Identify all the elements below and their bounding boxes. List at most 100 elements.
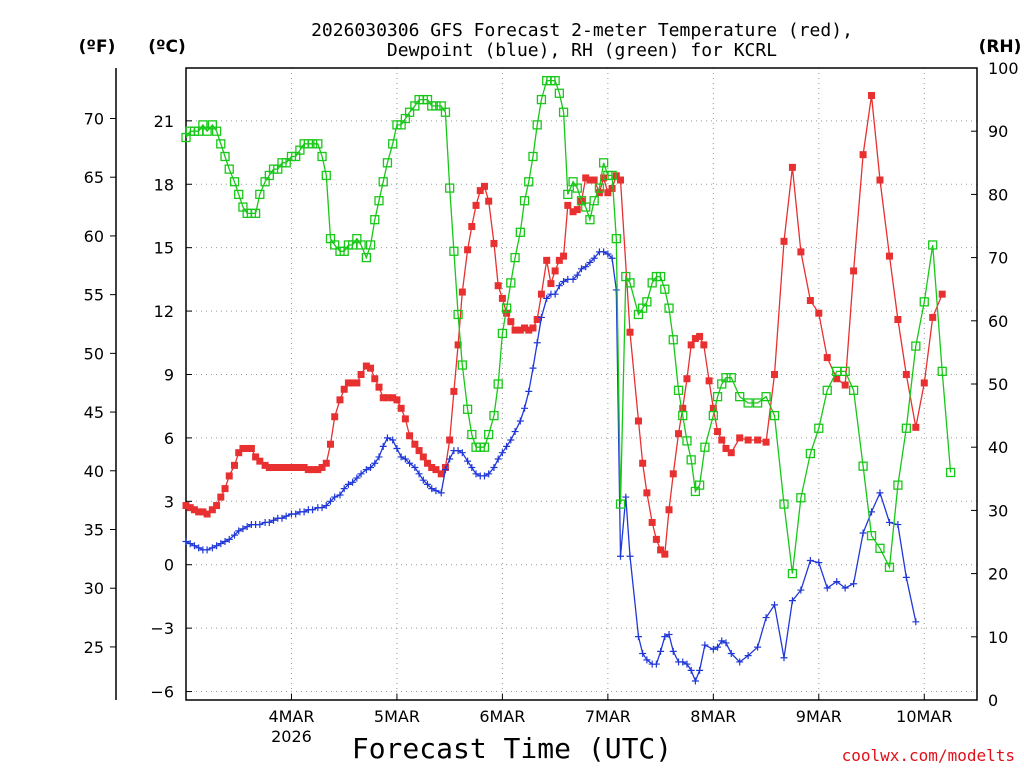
2-meter-temperature-point [634, 417, 642, 425]
2-meter-temperature-point [336, 396, 344, 404]
rh-point [581, 202, 591, 212]
rh-point [668, 335, 678, 345]
dewpoint-point [876, 489, 884, 497]
fahrenheit-tick-label: 35 [84, 520, 104, 539]
dewpoint-point [195, 544, 203, 552]
2-meter-temperature-point [265, 463, 273, 471]
rh-point [761, 391, 771, 402]
rh-point [536, 94, 547, 105]
fahrenheit-tick-label: 50 [84, 344, 104, 363]
rh-point [365, 240, 376, 250]
2-meter-temperature-point [415, 447, 423, 455]
rh-point [893, 480, 903, 490]
dewpoint-point [727, 649, 735, 657]
dewpoint-point [511, 428, 519, 436]
2-meter-temperature-point [247, 444, 255, 452]
rh-point [678, 410, 688, 421]
dewpoint-point [714, 643, 722, 651]
rh-point [524, 177, 534, 187]
fahrenheit-unit-label: (ºF) [79, 37, 116, 57]
2-meter-temperature-point [691, 335, 699, 343]
dewpoint-point [446, 455, 454, 463]
2-meter-temperature-point [225, 472, 233, 480]
rh-point [224, 164, 234, 174]
rh-point [453, 309, 463, 320]
rh-point [388, 139, 398, 149]
dewpoint-point [217, 540, 225, 548]
rh-point [642, 297, 652, 307]
2-meter-temperature-point [700, 341, 708, 349]
rh-point [858, 461, 868, 471]
2-meter-temperature-point [573, 206, 581, 214]
dewpoint-point [432, 487, 440, 495]
rh-point [558, 107, 569, 117]
rh-point [598, 158, 609, 168]
2-meter-temperature-point [375, 383, 383, 391]
x-axis-title: Forecast Time (UTC) [352, 732, 672, 765]
rh-point [528, 151, 538, 162]
rh-point [572, 183, 582, 193]
dewpoint-point [573, 271, 581, 279]
2-meter-temperature-point [555, 256, 563, 264]
rh-point [255, 189, 265, 200]
rh-point [607, 170, 617, 181]
rh-point [510, 252, 520, 263]
2-meter-temperature-point [696, 332, 704, 340]
dewpoint-point [411, 463, 419, 471]
dewpoint-point [490, 463, 498, 471]
2-meter-temperature-point [485, 197, 493, 205]
2-meter-temperature-point [393, 396, 401, 404]
rh-point [866, 531, 877, 541]
2-meter-temperature-point [344, 379, 352, 387]
dewpoint-point [551, 290, 559, 298]
dewpoint-point [344, 480, 352, 488]
dewpoint-point [208, 544, 216, 552]
dewpoint-point [182, 537, 190, 545]
rh-point [489, 410, 499, 421]
2-meter-temperature-point [525, 326, 533, 334]
rh-point [330, 240, 340, 250]
dewpoint-point [309, 506, 317, 514]
2-meter-temperature-point [657, 546, 665, 554]
rh-point [769, 410, 780, 421]
dewpoint-point [657, 647, 665, 655]
2-meter-temperature-point [780, 237, 788, 245]
rh-point [848, 385, 859, 395]
rh-point [462, 404, 473, 414]
dewpoint-point [336, 491, 344, 499]
fahrenheit-tick-label: 25 [84, 638, 104, 657]
dewpoint-point [754, 643, 762, 651]
2-meter-temperature-point [190, 506, 198, 514]
celsius-tick-label: 12 [154, 302, 174, 321]
dewpoint-point [696, 666, 704, 674]
dewpoint-point [701, 641, 709, 649]
x-tick-label: 8MAR [690, 707, 736, 726]
2-meter-temperature-point [287, 463, 295, 471]
2-meter-temperature-point [850, 267, 858, 275]
rh-point [805, 448, 816, 459]
2-meter-temperature-point [221, 485, 229, 493]
rh-point [484, 429, 494, 440]
2-meter-temperature-point [199, 508, 207, 516]
dewpoint-point [912, 618, 920, 626]
dewpoint-point [292, 510, 300, 518]
2-meter-temperature-point [617, 176, 625, 184]
dewpoint-point [586, 258, 594, 266]
dewpoint-point [797, 586, 805, 594]
celsius-tick-label: 21 [154, 112, 174, 131]
rh-point [479, 442, 490, 452]
2-meter-temperature-point [389, 394, 397, 402]
rh-point [743, 398, 753, 408]
fahrenheit-tick-label: 70 [84, 109, 104, 128]
2-meter-temperature-point [709, 404, 717, 412]
dewpoint-point [604, 250, 612, 258]
dewpoint-point [683, 660, 691, 668]
rh-point [660, 284, 670, 294]
rh-point [211, 126, 222, 136]
rh-point [431, 101, 441, 111]
2-meter-temperature-point [503, 309, 511, 317]
rh-point [700, 442, 710, 452]
2-meter-temperature-point [472, 201, 480, 209]
dewpoint-point [762, 614, 770, 622]
dewpoint-point [507, 436, 515, 444]
